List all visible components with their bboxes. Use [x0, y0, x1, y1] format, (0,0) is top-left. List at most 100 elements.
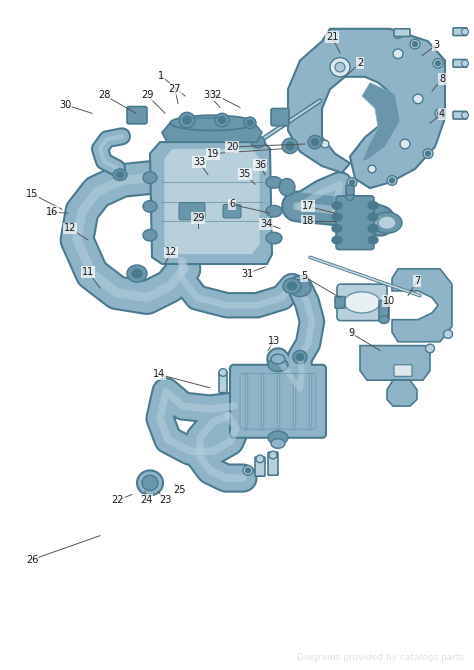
Ellipse shape [387, 176, 397, 186]
Ellipse shape [113, 169, 127, 180]
Text: 9: 9 [348, 328, 354, 338]
Ellipse shape [179, 113, 195, 128]
Ellipse shape [413, 94, 423, 104]
Text: 19: 19 [207, 149, 219, 159]
Ellipse shape [142, 475, 158, 490]
Ellipse shape [283, 279, 301, 293]
Ellipse shape [215, 113, 229, 127]
Text: 16: 16 [46, 207, 58, 217]
Ellipse shape [269, 451, 277, 459]
Ellipse shape [368, 224, 378, 232]
Ellipse shape [132, 269, 142, 278]
Ellipse shape [438, 111, 443, 116]
Text: 23: 23 [159, 495, 171, 505]
Ellipse shape [321, 140, 329, 148]
FancyBboxPatch shape [394, 364, 412, 377]
Ellipse shape [286, 142, 294, 150]
Ellipse shape [266, 177, 282, 188]
Ellipse shape [332, 202, 342, 209]
FancyBboxPatch shape [219, 372, 227, 393]
Polygon shape [288, 29, 445, 188]
Ellipse shape [433, 58, 443, 68]
Ellipse shape [462, 60, 468, 67]
Ellipse shape [349, 180, 355, 185]
Ellipse shape [462, 112, 468, 119]
Polygon shape [162, 123, 262, 142]
Text: 12: 12 [64, 224, 76, 233]
Polygon shape [164, 149, 260, 255]
Ellipse shape [394, 31, 402, 38]
Ellipse shape [268, 358, 288, 372]
Ellipse shape [368, 165, 376, 173]
Ellipse shape [330, 58, 350, 77]
FancyBboxPatch shape [230, 364, 326, 438]
Ellipse shape [346, 191, 354, 200]
Text: 31: 31 [241, 269, 253, 279]
Ellipse shape [268, 431, 288, 444]
Ellipse shape [462, 28, 468, 35]
Text: 7: 7 [414, 276, 420, 286]
Ellipse shape [347, 178, 357, 187]
Ellipse shape [435, 109, 445, 118]
Text: 6: 6 [229, 200, 235, 210]
Ellipse shape [243, 466, 253, 475]
Text: 1: 1 [158, 71, 164, 81]
Ellipse shape [271, 354, 285, 364]
Ellipse shape [279, 179, 295, 196]
Ellipse shape [143, 200, 157, 212]
FancyBboxPatch shape [255, 457, 265, 476]
Text: 14: 14 [153, 369, 165, 379]
Ellipse shape [297, 354, 303, 360]
FancyBboxPatch shape [453, 28, 467, 36]
Text: 34: 34 [260, 218, 272, 228]
Text: Diagrams provided by catalogs parts: Diagrams provided by catalogs parts [297, 653, 465, 662]
Polygon shape [150, 142, 272, 264]
Ellipse shape [444, 330, 453, 338]
Ellipse shape [251, 136, 265, 148]
FancyBboxPatch shape [336, 196, 374, 250]
Text: 36: 36 [254, 160, 266, 170]
Text: 12: 12 [165, 247, 177, 257]
Polygon shape [392, 269, 452, 342]
Ellipse shape [282, 138, 298, 153]
Ellipse shape [335, 62, 345, 72]
Ellipse shape [332, 213, 342, 221]
FancyBboxPatch shape [337, 284, 387, 321]
Ellipse shape [393, 49, 403, 58]
Text: 11: 11 [82, 267, 94, 277]
Ellipse shape [127, 265, 147, 282]
Polygon shape [360, 346, 430, 406]
Text: 5: 5 [301, 271, 307, 281]
Ellipse shape [271, 439, 285, 448]
Text: 10: 10 [383, 296, 395, 306]
FancyBboxPatch shape [379, 300, 389, 320]
FancyBboxPatch shape [335, 297, 345, 308]
Ellipse shape [426, 151, 430, 156]
Text: 24: 24 [140, 495, 152, 505]
Ellipse shape [266, 232, 282, 244]
Ellipse shape [219, 117, 226, 123]
Ellipse shape [426, 344, 435, 353]
Ellipse shape [219, 369, 227, 377]
Text: 2: 2 [357, 58, 363, 68]
Ellipse shape [332, 224, 342, 232]
FancyBboxPatch shape [223, 204, 241, 218]
Text: 20: 20 [226, 142, 238, 152]
Ellipse shape [372, 212, 402, 233]
FancyBboxPatch shape [127, 107, 147, 124]
Text: 30: 30 [203, 90, 215, 100]
Text: 17: 17 [302, 202, 314, 212]
Ellipse shape [368, 202, 378, 209]
Ellipse shape [400, 139, 410, 149]
Text: 30: 30 [59, 100, 71, 110]
Text: 22: 22 [112, 495, 124, 505]
Text: 13: 13 [268, 336, 280, 346]
FancyBboxPatch shape [268, 452, 278, 475]
Ellipse shape [332, 236, 342, 244]
Text: 4: 4 [439, 109, 445, 119]
Ellipse shape [256, 455, 264, 463]
Ellipse shape [183, 116, 191, 124]
Ellipse shape [308, 135, 322, 149]
Ellipse shape [293, 350, 307, 364]
Ellipse shape [288, 282, 297, 290]
